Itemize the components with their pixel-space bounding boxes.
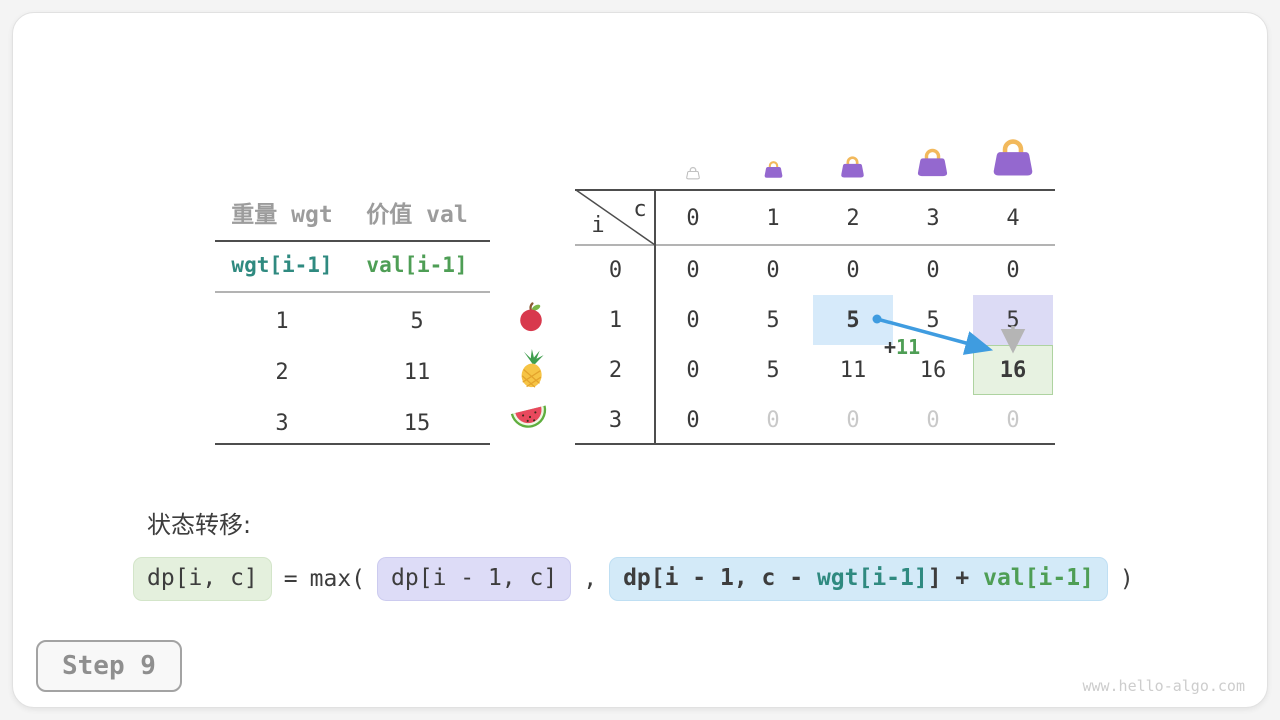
dp-cell-3-3: 0 xyxy=(926,407,940,433)
formula-arg2-pre: dp[i - 1, c - xyxy=(623,565,817,591)
formula-arg2-pill: dp[i - 1, c - wgt[i-1]] + val[i-1] xyxy=(609,557,1108,601)
dp-cell-3-0: 0 xyxy=(686,407,700,433)
item-row-1-value: 5 xyxy=(410,308,424,334)
dp-cell-1-1: 5 xyxy=(766,307,780,333)
formula-close-paren: ) xyxy=(1119,565,1134,592)
state-transition-label: 状态转移: xyxy=(147,511,252,539)
item-table-header-value: 价值 val xyxy=(366,202,468,228)
dp-cell-0-4: 0 xyxy=(1006,257,1020,283)
dp-table-bottom-line xyxy=(575,443,1055,445)
formula-arg2-wgt: wgt[i-1] xyxy=(816,565,928,591)
formula-max-open: max( xyxy=(309,565,366,592)
bag-medium-icon xyxy=(839,155,866,183)
item-table-subheader-val: val[i-1] xyxy=(366,253,468,277)
dp-cell-3-4: 0 xyxy=(1006,407,1020,433)
dp-col-header-3: 3 xyxy=(926,205,940,231)
dp-cell-1-2-source-highlight: 5 xyxy=(813,295,893,345)
item-table-divider-mid xyxy=(215,291,490,293)
dp-cell-0-3: 0 xyxy=(926,257,940,283)
dp-col-header-0: 0 xyxy=(686,205,700,231)
empty-bag-icon xyxy=(685,165,701,184)
bag-xlarge-icon xyxy=(990,137,1036,182)
dp-row-header-2: 2 xyxy=(608,357,623,383)
item-row-3-weight: 3 xyxy=(275,410,289,436)
formula-arg1-pill: dp[i - 1, c] xyxy=(377,557,572,601)
plus-sign: + xyxy=(884,335,897,359)
dp-table-top-line xyxy=(575,189,1055,191)
apple-icon xyxy=(516,302,546,336)
site-watermark: www.hello-algo.com xyxy=(1082,677,1245,695)
dp-col-header-1: 1 xyxy=(766,205,780,231)
dp-cell-2-2: 11 xyxy=(839,357,867,383)
item-table-divider-bottom xyxy=(215,443,490,445)
formula-arg2-mid: ] + xyxy=(927,565,984,591)
transition-add-value-label: +11 xyxy=(884,335,920,359)
dp-cell-2-4-result-highlight: 16 xyxy=(973,345,1053,395)
pineapple-icon xyxy=(514,347,551,393)
item-row-2-value: 11 xyxy=(403,359,431,385)
formula-equals: = xyxy=(283,565,298,592)
dp-cell-1-0: 0 xyxy=(686,307,700,333)
dp-corner-row-var: i xyxy=(591,213,605,238)
dp-row-header-3: 3 xyxy=(608,407,623,433)
formula-lhs-pill: dp[i, c] xyxy=(133,557,272,601)
dp-table-corner-diagonal xyxy=(575,189,656,246)
bag-large-icon xyxy=(915,147,950,182)
dp-cell-0-0: 0 xyxy=(686,257,700,283)
added-value: 11 xyxy=(896,335,921,359)
item-row-2-weight: 2 xyxy=(275,359,289,385)
dp-table-vertical-line xyxy=(654,189,656,445)
step-badge: Step 9 xyxy=(36,640,182,692)
item-row-3-value: 15 xyxy=(403,410,431,436)
dp-cell-0-1: 0 xyxy=(766,257,780,283)
state-transition-formula: dp[i, c] = max( dp[i - 1, c] , dp[i - 1,… xyxy=(133,557,1134,601)
item-table-header-weight: 重量 wgt xyxy=(231,202,333,228)
dp-table-header-line xyxy=(575,244,1055,246)
item-row-1-weight: 1 xyxy=(275,308,289,334)
dp-cell-3-1: 0 xyxy=(766,407,780,433)
formula-arg2-val: val[i-1] xyxy=(983,565,1094,591)
dp-corner-col-var: c xyxy=(633,197,647,222)
item-table-subheader-wgt: wgt[i-1] xyxy=(231,253,333,277)
dp-cell-3-2: 0 xyxy=(846,407,860,433)
dp-cell-1-4-compare-highlight: 5 xyxy=(973,295,1053,345)
dp-row-header-0: 0 xyxy=(608,257,623,283)
dp-cell-2-1: 5 xyxy=(766,357,780,383)
bag-small-icon xyxy=(763,160,784,183)
dp-col-header-4: 4 xyxy=(1006,205,1020,231)
dp-cell-2-3: 16 xyxy=(919,357,947,383)
dp-cell-2-0: 0 xyxy=(686,357,700,383)
dp-cell-0-2: 0 xyxy=(846,257,860,283)
item-table-divider-top xyxy=(215,240,490,242)
dp-col-header-2: 2 xyxy=(846,205,860,231)
formula-comma: , xyxy=(583,565,598,592)
dp-row-header-1: 1 xyxy=(608,307,623,333)
